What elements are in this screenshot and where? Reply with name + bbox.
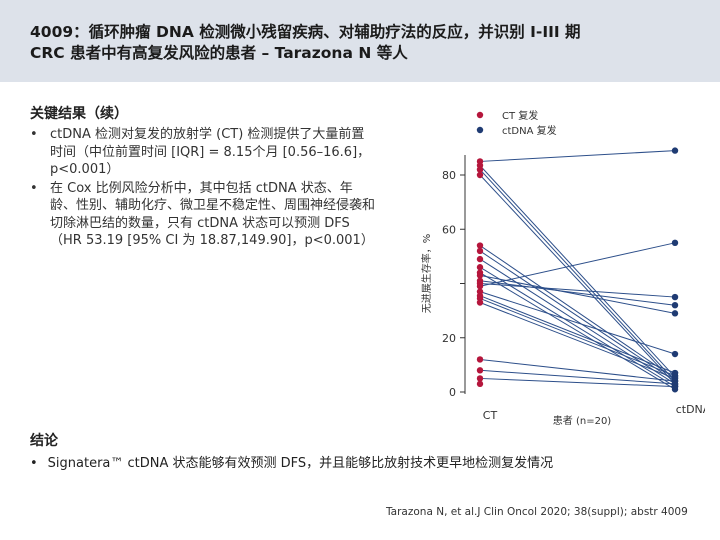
ct-point-10 xyxy=(476,272,484,279)
ctdna-point-12 xyxy=(671,293,679,301)
legend-label-1: CT 复发 xyxy=(502,109,538,122)
patient-line-1 xyxy=(479,150,676,162)
ctdna-point-13 xyxy=(671,239,679,247)
bullet-dot-icon: • xyxy=(30,456,38,471)
y-tick-label-20: 20 xyxy=(442,332,456,345)
patient-line-10 xyxy=(479,274,676,314)
key-result-bullet-1: ctDNA 检测对复发的放射学 (CT) 检测提供了大量前置时间（中位前置时间 … xyxy=(30,126,375,179)
ctdna-point-11 xyxy=(671,302,679,309)
patient-line-16 xyxy=(479,297,676,377)
ct-point-6 xyxy=(476,247,484,255)
slide-title-line-2: CRC 患者中有高复发风险的患者 – Tarazona N 等人 xyxy=(30,44,408,62)
key-result-bullet-2: 在 Cox 比例风险分析中，其中包括 ctDNA 状态、年龄、性别、辅助化疗、微… xyxy=(30,180,375,250)
conclusion-heading: 结论 xyxy=(30,433,58,449)
slide-title: 4009：循环肿瘤 DNA 检测微小残留疾病、对辅助疗法的反应，并识别 I-II… xyxy=(30,22,690,64)
y-tick-label-60: 60 xyxy=(442,223,456,236)
y-tick-label-0: 0 xyxy=(449,386,456,399)
ct-point-13 xyxy=(476,283,484,290)
patient-line-2 xyxy=(479,165,676,378)
patient-line-13 xyxy=(479,242,676,287)
ctdna-point-14 xyxy=(671,350,679,358)
citation: Tarazona N, et al.J Clin Oncol 2020; 38(… xyxy=(386,506,688,518)
patient-line-17 xyxy=(479,302,676,379)
patient-line-8 xyxy=(479,266,676,388)
slide-title-line-1: 4009：循环肿瘤 DNA 检测微小残留疾病、对辅助疗法的反应，并识别 I-II… xyxy=(30,23,581,41)
ct-point-7 xyxy=(476,255,484,263)
title-banner: 4009：循环肿瘤 DNA 检测微小残留疾病、对辅助疗法的反应，并识别 I-II… xyxy=(0,0,720,82)
patient-line-11 xyxy=(479,280,676,306)
ct-point-5 xyxy=(476,242,484,249)
patient-line-3 xyxy=(479,169,676,382)
ct-point-19 xyxy=(476,367,484,374)
patient-line-7 xyxy=(479,258,676,385)
x-category-ctdna: ctDNA xyxy=(676,403,705,416)
patient-line-4 xyxy=(479,174,676,385)
ct-point-20 xyxy=(476,375,484,382)
patient-line-19 xyxy=(479,369,676,385)
key-results-heading: 关键结果（续） xyxy=(30,106,128,122)
legend-marker-1 xyxy=(476,111,484,119)
x-category-ct: CT xyxy=(483,409,498,422)
ct-point-17 xyxy=(476,299,484,306)
ctdna-point-1 xyxy=(671,147,679,154)
patient-line-5 xyxy=(479,245,676,379)
patient-line-20 xyxy=(479,377,676,388)
ctdna-extra-point-4 xyxy=(671,369,679,377)
ctdna-point-10 xyxy=(671,310,679,317)
patient-line-18 xyxy=(479,358,676,382)
y-tick-label-80: 80 xyxy=(442,169,456,182)
conclusion-bullet: • Signatera™ ctDNA 状态能够有效预测 DFS，并且能够比放射技术… xyxy=(30,452,710,471)
patient-line-12 xyxy=(479,283,676,298)
x-axis-label: 患者 (n=20) xyxy=(553,415,612,427)
ct-point-4 xyxy=(476,171,484,179)
y-axis-label: 无进展生存率，% xyxy=(420,234,433,314)
patient-line-6 xyxy=(479,250,676,382)
patient-line-14 xyxy=(479,291,676,355)
patient-line-9 xyxy=(479,272,676,390)
dfs-chart: 0 20 60 80 无进展生存率，% CT ctDNA 患者 (n=20) CT 复发 ctDN… xyxy=(420,109,705,427)
key-results-list: ctDNA 检测对复发的放射学 (CT) 检测提供了大量前置时间（中位前置时间 … xyxy=(30,126,375,251)
legend-label-2: ctDNA 复发 xyxy=(502,124,557,137)
legend-marker-2 xyxy=(476,126,484,134)
ctdna-extra-point-2 xyxy=(671,380,679,388)
ct-point-18 xyxy=(476,356,484,363)
conclusion-text: Signatera™ ctDNA 状态能够有效预测 DFS，并且能够比放射技术更… xyxy=(47,456,554,471)
ct-point-8 xyxy=(476,264,484,271)
patient-line-15 xyxy=(479,295,676,374)
ct-extra-point-1 xyxy=(476,380,484,388)
ct-point-3 xyxy=(476,166,484,173)
